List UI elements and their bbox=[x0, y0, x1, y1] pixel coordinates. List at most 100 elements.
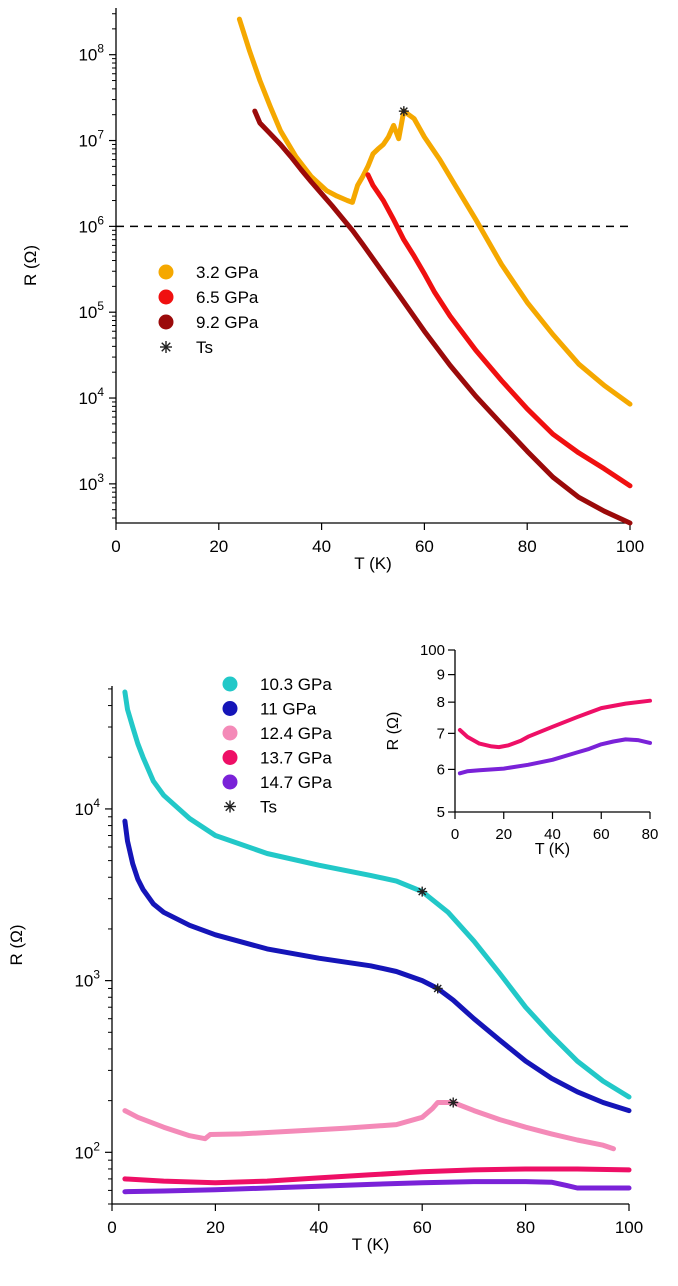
x-axis-label: T (K) bbox=[535, 841, 570, 858]
legend-marker bbox=[158, 314, 174, 330]
legend: 10.3 GPa 11 GPa 12.4 GPa 13.7 GPa 14.7 GPa Ts bbox=[222, 675, 332, 817]
y-tick-base: 10 bbox=[78, 217, 97, 236]
ts-marker-stroke bbox=[449, 1098, 458, 1107]
series-line-2 bbox=[122, 818, 632, 1114]
series-line-3 bbox=[122, 1100, 616, 1152]
y-tick-label: 7 bbox=[437, 725, 445, 742]
x-tick-label: 80 bbox=[518, 537, 537, 556]
legend-marker bbox=[158, 264, 174, 280]
ts-marker-stroke bbox=[399, 107, 408, 116]
y-axis-label: R (Ω) bbox=[7, 924, 26, 965]
x-tick-label: 20 bbox=[206, 1218, 225, 1237]
legend-label: 13.7 GPa bbox=[260, 749, 332, 768]
legend-ts-marker-stroke bbox=[161, 342, 171, 352]
legend-ts-marker-stroke bbox=[225, 801, 235, 812]
y-tick-label: 100 bbox=[420, 642, 445, 659]
x-tick-label: 20 bbox=[495, 826, 512, 843]
ts-marker-stroke bbox=[418, 887, 427, 896]
x-axis-label: T (K) bbox=[354, 554, 391, 573]
y-tick-label: 105 bbox=[78, 299, 104, 322]
series-line-1 bbox=[236, 16, 633, 407]
ts-marker-stroke bbox=[433, 984, 442, 993]
legend-marker bbox=[222, 676, 238, 692]
series-line-2 bbox=[457, 737, 652, 776]
legend-label: Ts bbox=[196, 338, 213, 357]
x-tick-label: 80 bbox=[642, 826, 659, 843]
y-tick-base: 10 bbox=[78, 132, 97, 151]
legend-ts-marker bbox=[160, 341, 172, 353]
y-tick-label: 8 bbox=[437, 694, 445, 711]
legend-label: Ts bbox=[260, 798, 277, 817]
y-tick-exponent: 7 bbox=[97, 128, 104, 142]
y-tick-label: 104 bbox=[78, 385, 104, 408]
x-tick-label: 20 bbox=[209, 537, 228, 556]
y-tick-exponent: 3 bbox=[97, 471, 104, 485]
x-tick-label: 60 bbox=[415, 537, 434, 556]
series-line-2 bbox=[365, 172, 633, 489]
legend-ts-marker bbox=[224, 800, 236, 813]
y-axis-label: R (Ω) bbox=[385, 712, 402, 751]
y-tick-base: 10 bbox=[78, 46, 97, 65]
x-tick-label: 0 bbox=[107, 1218, 116, 1237]
y-tick-base: 10 bbox=[74, 972, 93, 991]
legend-marker bbox=[222, 774, 238, 790]
inset-chart: 0 20 40 60 80 5 6 7 8 9 100 T (K) R (Ω) bbox=[385, 642, 658, 858]
legend-marker bbox=[158, 289, 174, 305]
series-line-3 bbox=[252, 108, 633, 526]
x-tick-label: 100 bbox=[615, 1218, 643, 1237]
y-tick-exponent: 4 bbox=[93, 796, 100, 810]
series-line-1 bbox=[122, 689, 632, 1100]
y-tick-exponent: 6 bbox=[97, 213, 104, 227]
legend-label: 11 GPa bbox=[260, 700, 317, 719]
y-tick-label: 108 bbox=[78, 42, 104, 65]
y-axis-label: R (Ω) bbox=[21, 245, 40, 286]
series-line-4 bbox=[122, 1166, 632, 1186]
x-tick-label: 60 bbox=[413, 1218, 432, 1237]
y-tick-label: 102 bbox=[74, 1139, 100, 1162]
legend-label: 14.7 GPa bbox=[260, 773, 332, 792]
x-tick-label: 40 bbox=[544, 826, 561, 843]
y-tick-base: 10 bbox=[74, 800, 93, 819]
y-tick-label: 107 bbox=[78, 128, 104, 151]
legend-marker bbox=[222, 750, 238, 765]
y-tick-exponent: 3 bbox=[93, 968, 100, 982]
x-tick-label: 80 bbox=[516, 1218, 535, 1237]
legend-label: 3.2 GPa bbox=[196, 263, 259, 282]
series-line-1 bbox=[457, 698, 652, 750]
x-tick-label: 40 bbox=[312, 537, 331, 556]
x-tick-label: 0 bbox=[111, 537, 120, 556]
legend-marker bbox=[222, 725, 238, 741]
legend-label: 12.4 GPa bbox=[260, 724, 332, 743]
y-tick-base: 10 bbox=[78, 303, 97, 322]
y-tick-label: 103 bbox=[74, 968, 100, 991]
x-tick-label: 60 bbox=[593, 826, 610, 843]
y-tick-exponent: 4 bbox=[97, 385, 104, 399]
y-tick-label: 103 bbox=[78, 471, 104, 494]
y-tick-label: 6 bbox=[437, 761, 445, 778]
ts-marker bbox=[432, 983, 443, 994]
y-tick-label: 106 bbox=[78, 213, 104, 236]
legend: 3.2 GPa 6.5 GPa 9.2 GPa Ts bbox=[158, 263, 259, 357]
y-tick-label: 5 bbox=[437, 804, 445, 821]
legend-label: 9.2 GPa bbox=[196, 313, 259, 332]
x-tick-label: 100 bbox=[616, 537, 644, 556]
y-tick-label: 104 bbox=[74, 796, 100, 819]
legend-label: 6.5 GPa bbox=[196, 288, 259, 307]
ts-marker bbox=[398, 106, 409, 117]
y-tick-label: 9 bbox=[437, 667, 445, 684]
legend-label: 10.3 GPa bbox=[260, 675, 332, 694]
y-tick-base: 10 bbox=[78, 475, 97, 494]
series-line-5 bbox=[122, 1179, 632, 1195]
y-tick-base: 10 bbox=[74, 1143, 93, 1162]
y-tick-exponent: 8 bbox=[97, 42, 104, 56]
x-axis-label: T (K) bbox=[352, 1235, 389, 1254]
x-tick-label: 40 bbox=[309, 1218, 328, 1237]
ts-marker bbox=[448, 1097, 459, 1108]
x-tick-label: 0 bbox=[451, 826, 459, 843]
legend-marker bbox=[222, 701, 238, 716]
y-tick-exponent: 2 bbox=[93, 1139, 100, 1153]
y-tick-base: 10 bbox=[78, 389, 97, 408]
